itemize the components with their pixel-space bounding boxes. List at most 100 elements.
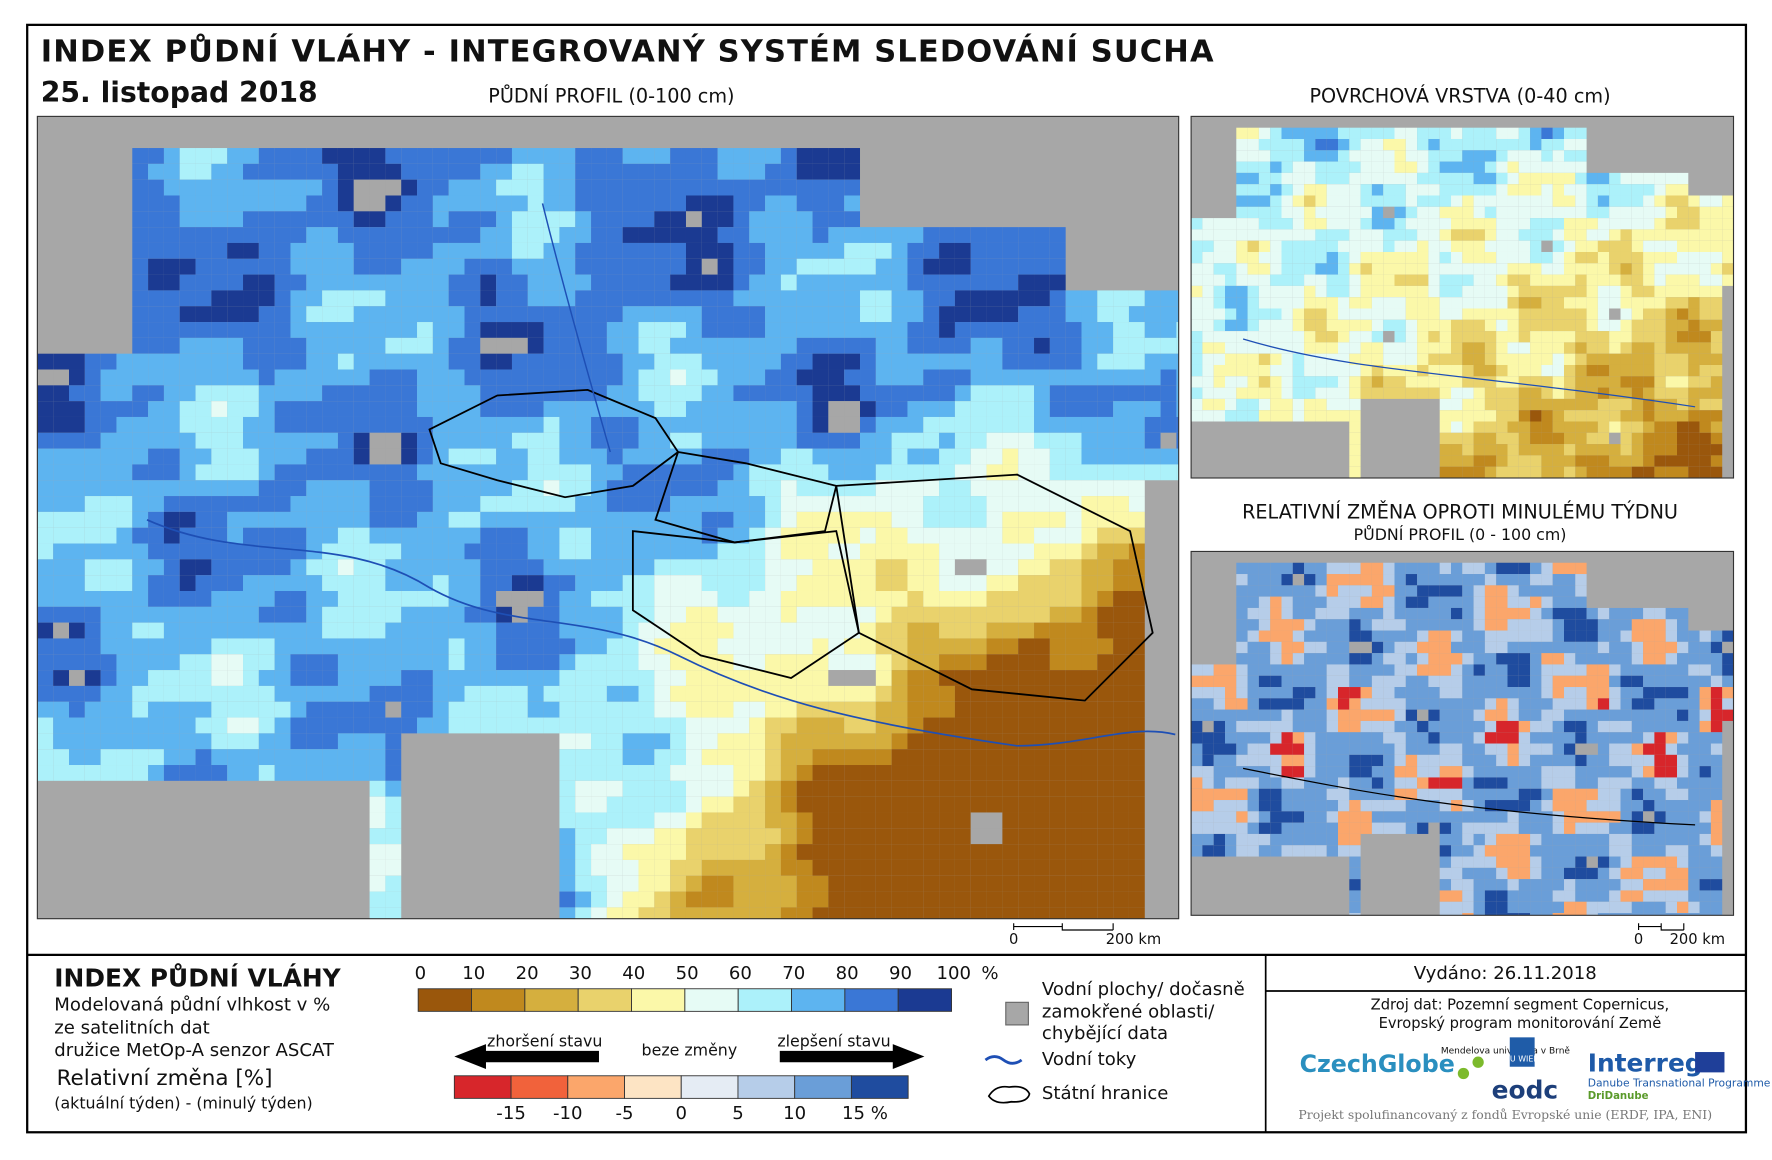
map-cell bbox=[828, 860, 844, 876]
map-cell bbox=[401, 164, 417, 180]
map-cell bbox=[275, 623, 291, 639]
map-cell bbox=[939, 322, 955, 338]
map-cell bbox=[1541, 676, 1552, 687]
map-cell bbox=[860, 544, 876, 560]
map-cell bbox=[1530, 676, 1541, 687]
map-cell bbox=[1282, 297, 1293, 308]
map-cell bbox=[180, 544, 196, 560]
map-cell bbox=[607, 322, 623, 338]
map-cell bbox=[385, 749, 401, 765]
map-cell bbox=[1113, 765, 1129, 781]
map-cell bbox=[623, 322, 639, 338]
map-cell bbox=[639, 623, 655, 639]
map-cell bbox=[385, 781, 401, 797]
map-cell bbox=[1338, 388, 1349, 399]
map-cell bbox=[1485, 297, 1496, 308]
map-cell bbox=[401, 449, 417, 465]
map-cell bbox=[1018, 844, 1034, 860]
map-cell bbox=[1519, 455, 1530, 466]
map-cell bbox=[1248, 732, 1259, 743]
map-cell bbox=[417, 512, 433, 528]
map-cell bbox=[354, 528, 370, 544]
map-cell bbox=[1361, 263, 1372, 274]
map-cell bbox=[496, 544, 512, 560]
map-cell bbox=[1688, 320, 1699, 331]
map-cell bbox=[1383, 195, 1394, 206]
map-cell bbox=[765, 892, 781, 908]
map-cell bbox=[243, 480, 259, 496]
map-cell bbox=[1406, 263, 1417, 274]
map-cell bbox=[417, 623, 433, 639]
map-cell bbox=[1383, 173, 1394, 184]
map-cell bbox=[923, 480, 939, 496]
map-cell bbox=[1632, 263, 1643, 274]
map-cell bbox=[1654, 195, 1665, 206]
map-cell bbox=[385, 464, 401, 480]
map-cell bbox=[1097, 370, 1113, 386]
map-cell bbox=[987, 607, 1003, 623]
map-cell bbox=[1553, 721, 1564, 732]
map-cell bbox=[132, 670, 148, 686]
map-cell bbox=[37, 638, 53, 654]
map-cell bbox=[1564, 433, 1575, 444]
map-cell bbox=[591, 718, 607, 734]
map-cell bbox=[1564, 642, 1575, 653]
map-cell bbox=[1677, 252, 1688, 263]
map-cell bbox=[354, 480, 370, 496]
map-cell bbox=[433, 338, 449, 354]
map-cell bbox=[828, 401, 844, 417]
map-cell bbox=[275, 591, 291, 607]
map-cell bbox=[1338, 676, 1349, 687]
map-cell bbox=[290, 670, 306, 686]
map-cell bbox=[1553, 410, 1564, 421]
map-cell bbox=[259, 702, 275, 718]
map-cell bbox=[512, 306, 528, 322]
map-cell bbox=[828, 227, 844, 243]
map-cell bbox=[1259, 184, 1270, 195]
map-cell bbox=[1677, 687, 1688, 698]
map-cell bbox=[85, 733, 101, 749]
map-cell bbox=[1564, 150, 1575, 161]
map-cell bbox=[1700, 732, 1711, 743]
map-cell bbox=[1632, 433, 1643, 444]
map-cell bbox=[69, 575, 85, 591]
map-cell bbox=[180, 670, 196, 686]
map-cell bbox=[1270, 676, 1281, 687]
map-cell bbox=[1315, 195, 1326, 206]
map-cell bbox=[433, 243, 449, 259]
map-cell bbox=[370, 797, 386, 813]
map-cell bbox=[813, 464, 829, 480]
map-cell bbox=[1587, 467, 1598, 478]
map-cell bbox=[1327, 320, 1338, 331]
map-cell bbox=[1564, 698, 1575, 709]
map-cell bbox=[1066, 449, 1082, 465]
map-cell bbox=[860, 512, 876, 528]
map-cell bbox=[1236, 162, 1247, 173]
map-cell bbox=[1553, 286, 1564, 297]
map-cell bbox=[1304, 410, 1315, 421]
map-cell bbox=[971, 702, 987, 718]
map-cell bbox=[1609, 399, 1620, 410]
map-cell bbox=[923, 259, 939, 275]
map-cell bbox=[1541, 721, 1552, 732]
map-cell bbox=[1417, 162, 1428, 173]
map-cell bbox=[686, 211, 702, 227]
map-cell bbox=[480, 306, 496, 322]
map-cell bbox=[1129, 591, 1145, 607]
map-cell bbox=[1541, 642, 1552, 653]
map-cell bbox=[987, 259, 1003, 275]
map-cell bbox=[1372, 331, 1383, 342]
map-cell bbox=[892, 812, 908, 828]
map-cell bbox=[1609, 207, 1620, 218]
map-cell bbox=[813, 718, 829, 734]
map-cell bbox=[749, 670, 765, 686]
map-cell bbox=[781, 480, 797, 496]
map-cell bbox=[1553, 275, 1564, 286]
map-cell bbox=[844, 844, 860, 860]
map-cell bbox=[1383, 308, 1394, 319]
map-cell bbox=[1722, 653, 1733, 664]
map-cell bbox=[1304, 631, 1315, 642]
map-cell bbox=[1462, 241, 1473, 252]
map-cell bbox=[243, 718, 259, 734]
map-cell bbox=[654, 591, 670, 607]
